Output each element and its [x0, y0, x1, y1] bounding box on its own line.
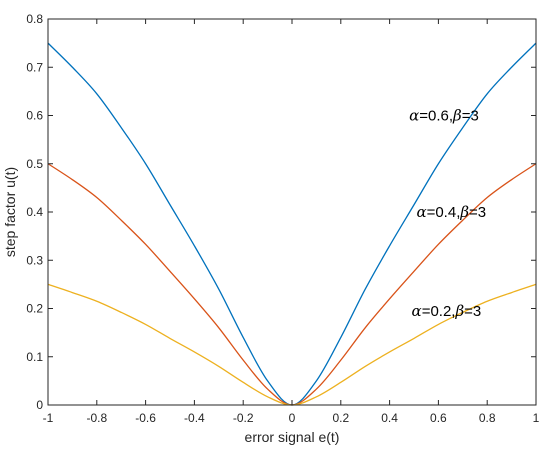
x-tick-label: 0 [289, 411, 296, 425]
beta-symbol: β [459, 203, 469, 221]
x-tick-label: -0.4 [184, 411, 205, 425]
y-tick-label: 0.4 [26, 205, 43, 219]
x-tick-label: 0.8 [479, 411, 496, 425]
beta-symbol: β [452, 107, 462, 125]
x-tick-label: 0.2 [332, 411, 349, 425]
alpha-symbol: α [409, 107, 419, 125]
x-tick-label: -1 [43, 411, 54, 425]
x-axis-label: error signal e(t) [245, 429, 340, 445]
y-tick-label: 0 [36, 398, 43, 412]
y-tick-label: 0.3 [26, 253, 43, 267]
annotation-text: =0.6, [419, 108, 453, 125]
x-tick-label: -0.8 [86, 411, 107, 425]
y-tick-label: 0.2 [26, 302, 43, 316]
annotation-text: =3 [462, 108, 479, 125]
curve-annotation: α=0.2,β=3 [412, 302, 482, 320]
alpha-symbol: α [416, 203, 426, 221]
y-axis: 0 0.1 0.2 0.3 0.4 0.5 0.6 0.7 0.8 [26, 12, 536, 412]
x-tick-label: 0.4 [381, 411, 398, 425]
x-tick-label: -0.6 [135, 411, 156, 425]
curve-annotation: α=0.6,β=3 [409, 107, 479, 125]
x-axis: -1 -0.8 -0.6 -0.4 -0.2 0 0.2 0.4 0.6 0.8 1 [43, 19, 540, 425]
y-axis-label: step factor u(t) [2, 167, 18, 257]
annotation-text: =3 [469, 204, 486, 221]
plot-area [48, 19, 536, 405]
annotation-text: =0.2, [422, 303, 456, 320]
x-tick-label: 1 [533, 411, 540, 425]
y-tick-label: 0.1 [26, 350, 43, 364]
y-tick-label: 0.5 [26, 157, 43, 171]
x-tick-label: -0.2 [233, 411, 254, 425]
y-tick-label: 0.8 [26, 12, 43, 26]
y-tick-label: 0.7 [26, 60, 43, 74]
curve-annotation: α=0.4,β=3 [416, 203, 486, 221]
annotation-text: =0.4, [427, 204, 461, 221]
y-tick-label: 0.6 [26, 109, 43, 123]
alpha-symbol: α [412, 302, 422, 320]
annotation-text: =3 [464, 303, 481, 320]
curve-annotations: α=0.6,β=3α=0.4,β=3α=0.2,β=3 [409, 107, 486, 320]
beta-symbol: β [454, 302, 464, 320]
x-tick-label: 0.6 [430, 411, 447, 425]
